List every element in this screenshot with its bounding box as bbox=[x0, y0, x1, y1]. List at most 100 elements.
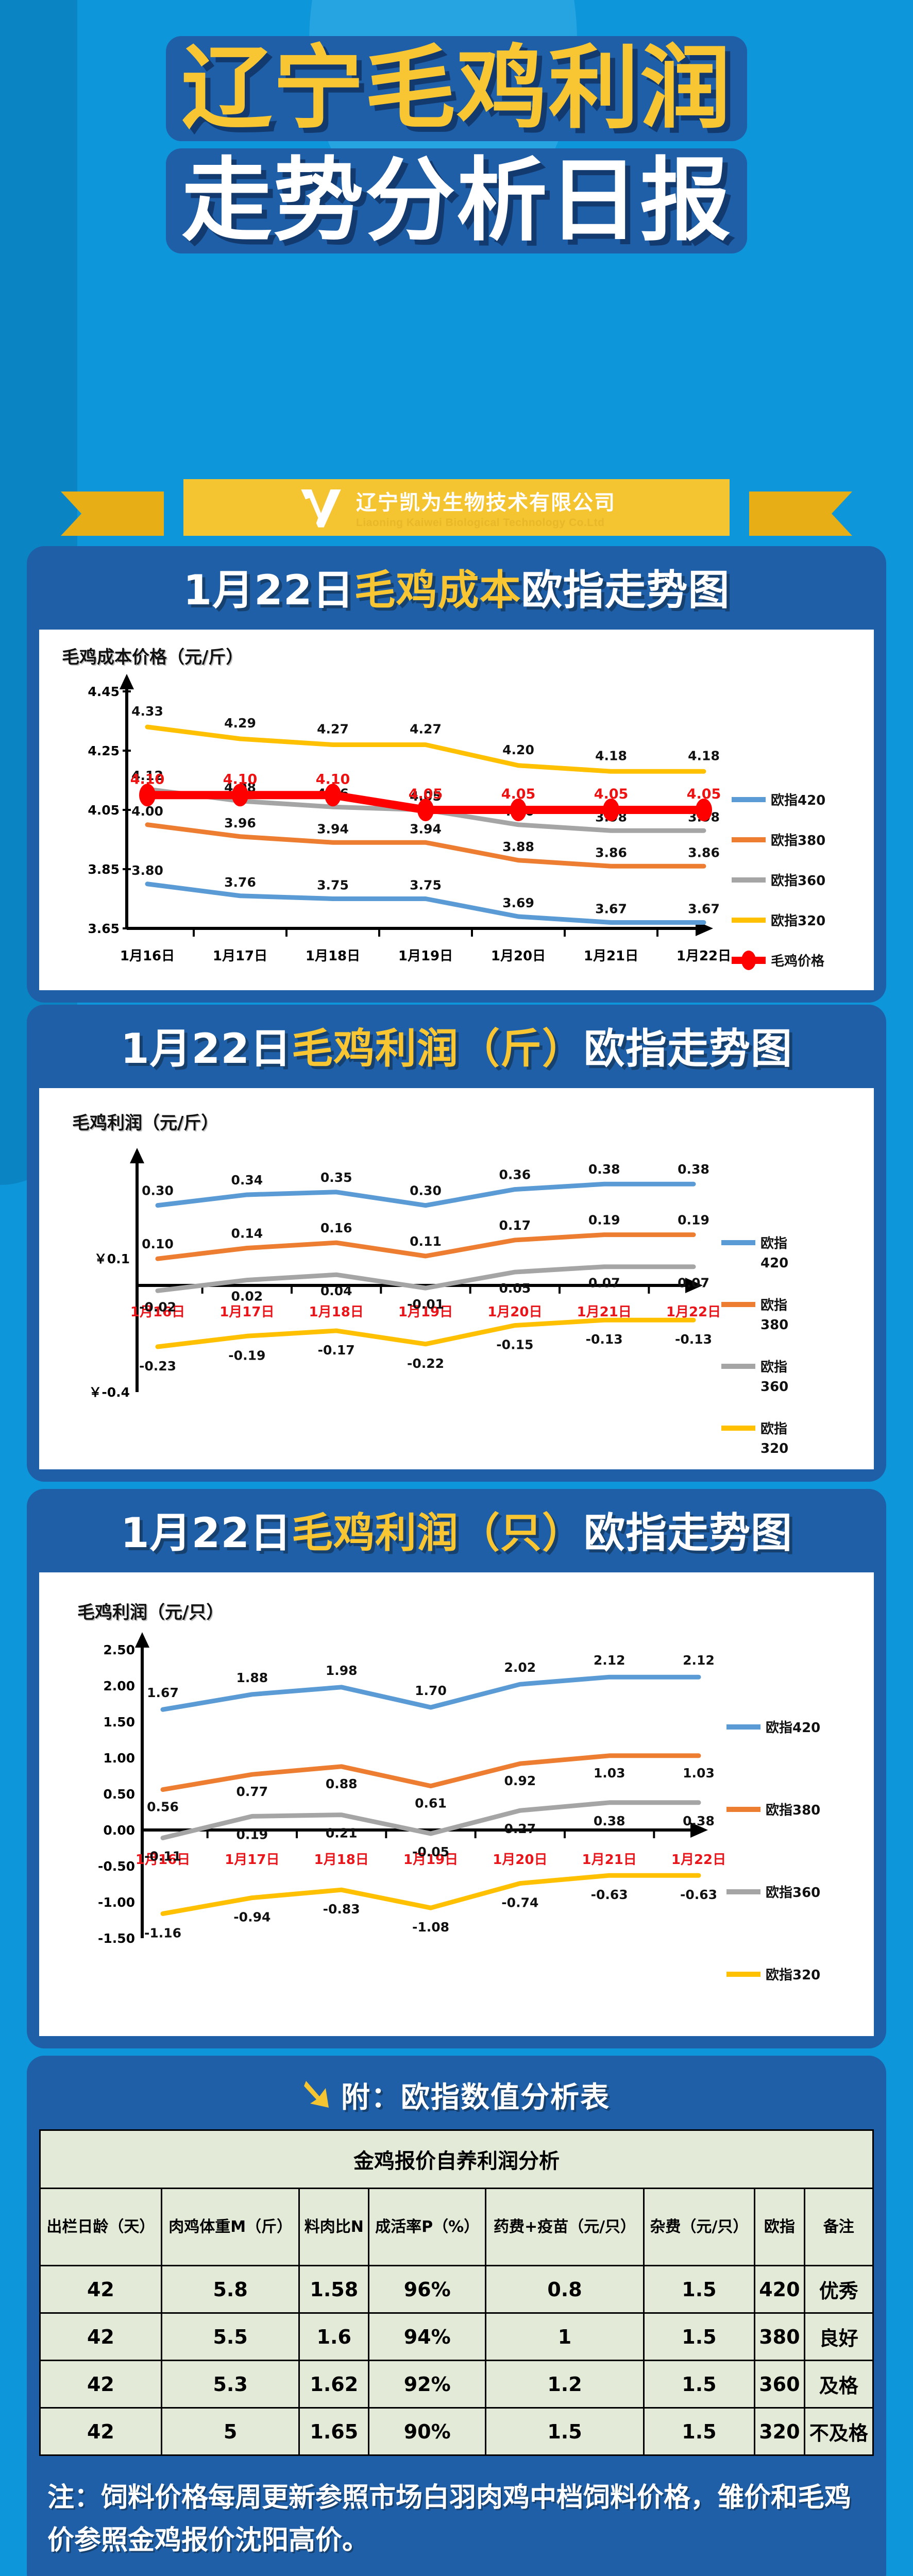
svg-text:欧指320: 欧指320 bbox=[766, 1967, 820, 1983]
chart-profit-bird: 毛鸡利润（元/只） -1.50 -1.00 -0.50 0.00 0.50 1.00 1.5… bbox=[39, 1572, 874, 2036]
svg-text:-0.83: -0.83 bbox=[323, 1902, 360, 1917]
svg-text:1.50: 1.50 bbox=[103, 1715, 135, 1730]
table-cell: 优秀 bbox=[803, 2265, 874, 2314]
attachment-header: 附：欧指数值分析表 bbox=[27, 2056, 886, 2129]
svg-text:毛鸡价格: 毛鸡价格 bbox=[771, 953, 825, 969]
svg-text:-0.11: -0.11 bbox=[144, 1849, 181, 1863]
svg-text:欧指360: 欧指360 bbox=[766, 1885, 820, 1901]
svg-text:4.33: 4.33 bbox=[131, 704, 163, 719]
svg-text:-1.08: -1.08 bbox=[412, 1920, 449, 1935]
svg-text:4.05: 4.05 bbox=[88, 803, 120, 818]
svg-text:1.98: 1.98 bbox=[326, 1663, 358, 1678]
svg-text:-1.50: -1.50 bbox=[98, 1931, 135, 1946]
svg-text:-0.50: -0.50 bbox=[98, 1859, 135, 1874]
table-cell: 90% bbox=[368, 2407, 487, 2456]
svg-text:1.70: 1.70 bbox=[415, 1683, 447, 1698]
table-cell: 360 bbox=[754, 2360, 805, 2409]
section-panel-attachment: 附：欧指数值分析表 金鸡报价自养利润分析 出栏日龄（天） 肉鸡体重M（斤） 料肉比N… bbox=[27, 2056, 886, 2576]
svg-text:0.05: 0.05 bbox=[499, 1281, 531, 1296]
svg-text:0.38: 0.38 bbox=[588, 1162, 620, 1177]
svg-text:4.05: 4.05 bbox=[501, 786, 536, 802]
section2-highlight: 毛鸡利润 bbox=[292, 1025, 459, 1073]
svg-text:4.12: 4.12 bbox=[131, 768, 163, 783]
chart1-plot: 3.65 3.85 4.05 4.25 4.45 1月16日 1月17日 1月18日 1月19日… bbox=[88, 674, 825, 970]
svg-text:1月17日: 1月17日 bbox=[225, 1852, 279, 1868]
svg-text:3.86: 3.86 bbox=[595, 845, 627, 860]
table-caption-row: 金鸡报价自养利润分析 bbox=[39, 2129, 874, 2189]
section2-date: 1月22日 bbox=[121, 1025, 292, 1073]
table-cell: 1.5 bbox=[643, 2312, 756, 2361]
table-cell: 42 bbox=[39, 2407, 162, 2456]
table-cell: 1.65 bbox=[298, 2407, 370, 2456]
table-cell: 不及格 bbox=[803, 2407, 874, 2456]
chart-cost: 毛鸡成本价格（元/斤） 3.65 3.85 4.05 4.25 4.45 1月16日 1月1… bbox=[39, 630, 874, 990]
svg-text:-0.13: -0.13 bbox=[675, 1332, 712, 1347]
table-cell: 0.8 bbox=[485, 2265, 645, 2314]
svg-text:0.02: 0.02 bbox=[231, 1289, 263, 1304]
svg-text:0.19: 0.19 bbox=[678, 1213, 709, 1228]
svg-text:欧指420: 欧指420 bbox=[766, 1720, 820, 1736]
section2-sub: （斤） bbox=[459, 1025, 584, 1073]
svg-text:3.67: 3.67 bbox=[688, 902, 720, 917]
svg-text:1.03: 1.03 bbox=[683, 1766, 715, 1781]
svg-text:1月20日: 1月20日 bbox=[493, 1852, 547, 1868]
section1-date: 1月22日 bbox=[183, 566, 354, 614]
svg-text:1月21日: 1月21日 bbox=[584, 948, 638, 964]
table-row: 42 5.3 1.62 92% 1.2 1.5 360 及格 bbox=[39, 2360, 874, 2409]
footnote: 注：饲料价格每周更新参照市场白羽肉鸡中档饲料价格，雏价和毛鸡价参照金鸡报价沈阳高… bbox=[47, 2482, 852, 2556]
svg-text:0.30: 0.30 bbox=[410, 1183, 442, 1198]
table-cell: 1.62 bbox=[298, 2360, 370, 2409]
svg-text:4.27: 4.27 bbox=[317, 722, 349, 737]
svg-text:-0.05: -0.05 bbox=[412, 1844, 449, 1859]
svg-text:1.00: 1.00 bbox=[103, 1751, 135, 1766]
svg-text:-0.02: -0.02 bbox=[139, 1299, 176, 1314]
table-cell: 42 bbox=[39, 2312, 162, 2361]
section-panel-cost: 1月22日毛鸡成本欧指走势图 毛鸡成本价格（元/斤） 3.65 3.85 4.05 4… bbox=[27, 546, 886, 1003]
svg-text:1月17日: 1月17日 bbox=[219, 1304, 274, 1320]
table-cell: 5 bbox=[160, 2407, 300, 2456]
svg-text:欧指420: 欧指420 bbox=[771, 792, 825, 808]
svg-text:0.07: 0.07 bbox=[678, 1276, 709, 1291]
svg-text:380: 380 bbox=[760, 1317, 788, 1333]
table-cell: 及格 bbox=[803, 2360, 874, 2409]
svg-text:0.10: 0.10 bbox=[142, 1236, 174, 1251]
table-cell: 1.5 bbox=[643, 2407, 756, 2456]
svg-text:-0.19: -0.19 bbox=[228, 1348, 265, 1363]
svg-text:3.85: 3.85 bbox=[88, 862, 120, 877]
svg-text:3.94: 3.94 bbox=[317, 821, 349, 836]
svg-text:0.19: 0.19 bbox=[236, 1827, 268, 1842]
svg-text:0.34: 0.34 bbox=[231, 1173, 263, 1188]
company-name-en: Liaoning Kaiwei Biological Technology Co… bbox=[356, 517, 605, 529]
svg-text:3.75: 3.75 bbox=[410, 878, 442, 893]
svg-text:2.50: 2.50 bbox=[103, 1642, 135, 1657]
svg-text:3.75: 3.75 bbox=[317, 878, 349, 893]
svg-text:0.11: 0.11 bbox=[410, 1234, 442, 1249]
table-cell: 良好 bbox=[803, 2312, 874, 2361]
table-cell: 1 bbox=[485, 2312, 645, 2361]
company-name-cn: 辽宁凯为生物技术有限公司 bbox=[356, 491, 616, 515]
svg-text:￥-0.4: ￥-0.4 bbox=[89, 1385, 130, 1400]
section1-highlight: 毛鸡成本 bbox=[354, 566, 521, 614]
svg-text:4.05: 4.05 bbox=[594, 786, 629, 802]
svg-text:3.67: 3.67 bbox=[595, 902, 627, 917]
svg-text:1月18日: 1月18日 bbox=[309, 1304, 364, 1320]
svg-text:0.38: 0.38 bbox=[678, 1162, 709, 1177]
table-cell: 1.58 bbox=[298, 2265, 370, 2314]
svg-text:4.05: 4.05 bbox=[409, 786, 443, 802]
svg-text:欧指380: 欧指380 bbox=[766, 1802, 820, 1818]
svg-text:1月18日: 1月18日 bbox=[306, 948, 360, 964]
svg-text:-0.13: -0.13 bbox=[586, 1332, 623, 1347]
svg-text:1月21日: 1月21日 bbox=[577, 1304, 632, 1320]
svg-text:0.04: 0.04 bbox=[320, 1283, 352, 1298]
svg-text:-1.16: -1.16 bbox=[144, 1925, 181, 1940]
svg-text:4.10: 4.10 bbox=[130, 771, 165, 787]
table-cell: 1.5 bbox=[485, 2407, 645, 2456]
section2-tail: 欧指走势图 bbox=[584, 1025, 792, 1073]
svg-text:-0.17: -0.17 bbox=[318, 1343, 355, 1358]
svg-text:欧指320: 欧指320 bbox=[771, 913, 825, 929]
svg-text:0.50: 0.50 bbox=[103, 1787, 135, 1802]
svg-text:3.94: 3.94 bbox=[410, 821, 442, 836]
poster-header: 辽宁毛鸡利润 走势分析日报 bbox=[0, 36, 913, 253]
table-column-header: 欧指 bbox=[754, 2188, 805, 2266]
down-arrow-icon bbox=[303, 2079, 332, 2112]
